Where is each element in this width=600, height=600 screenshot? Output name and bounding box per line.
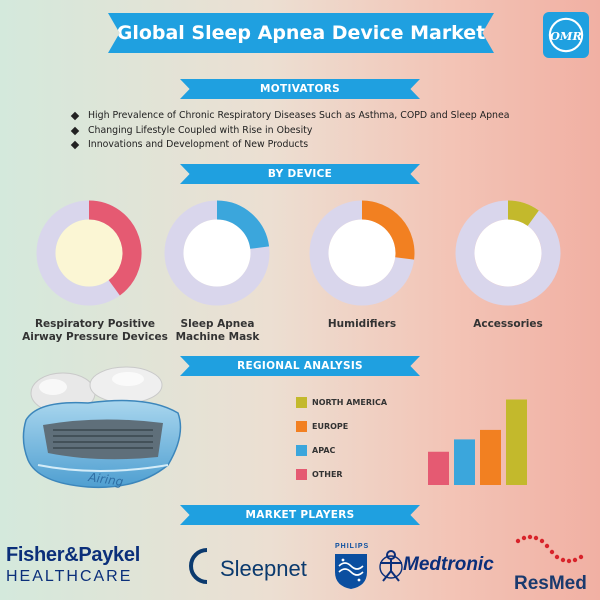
donut-segment: [88, 200, 142, 296]
device-label-mask: Sleep Apnea Machine Mask: [175, 318, 260, 343]
motivator-item: High Prevalence of Chronic Respiratory D…: [70, 109, 540, 124]
diamond-bullet-icon: [70, 140, 80, 150]
fisher-paykel-healthcare-text: HEALTHCARE: [6, 568, 133, 585]
device-label-humidifiers: Humidifiers: [327, 318, 397, 330]
legend-item-europe: EUROPE: [296, 421, 348, 432]
legend-swatch: [296, 421, 307, 432]
bar-north-america: [506, 399, 527, 485]
bar-europe: [480, 429, 501, 485]
resmed-wave-icon: [515, 534, 584, 564]
device-label-accessories: Accessories: [473, 318, 543, 330]
motivator-item: Changing Lifestyle Coupled with Rise in …: [70, 124, 540, 139]
donut-chart-accessories: [455, 200, 561, 306]
legend-swatch: [296, 397, 307, 408]
sleepnet-mark-icon: [189, 548, 208, 584]
motivator-item: Innovations and Development of New Produ…: [70, 138, 540, 153]
bar-other: [428, 451, 449, 485]
donut-chart-mask: [164, 200, 270, 306]
medtronic-logo: Medtronic: [403, 554, 494, 575]
nasal-device-image: Airing: [22, 366, 182, 489]
resmed-logo: ResMed: [514, 573, 587, 594]
donut-chart-rpap: [36, 200, 142, 306]
sleepnet-logo: Sleepnet: [220, 556, 307, 581]
by-device-banner: BY DEVICE: [180, 164, 420, 184]
motivators-list: High Prevalence of Chronic Respiratory D…: [70, 109, 540, 153]
legend-item-north-america: NORTH AMERICA: [296, 397, 387, 408]
legend-item-apac: APAC: [296, 445, 335, 456]
by-device-heading: BY DEVICE: [267, 168, 333, 180]
players-banner: MARKET PLAYERS: [180, 505, 420, 525]
donut-center: [183, 219, 251, 287]
regional-bar-chart: [428, 399, 527, 485]
title-banner: Global Sleep Apnea Device Market: [108, 13, 494, 53]
device-brand-text: Airing: [87, 470, 125, 489]
diamond-bullet-icon: [70, 126, 80, 135]
motivators-banner: MOTIVATORS: [180, 79, 420, 99]
bar-apac: [454, 439, 475, 485]
philips-shield-icon: [335, 554, 367, 589]
donut-segment: [361, 200, 415, 260]
omr-logo: OMR: [543, 12, 589, 58]
medtronic-figure-icon: [379, 550, 403, 582]
regional-banner: REGIONAL ANALYSIS: [180, 356, 420, 376]
diamond-bullet-icon: [70, 111, 80, 121]
donut-chart-humidifiers: [309, 200, 415, 306]
fisher-paykel-logo: Fisher&Paykel: [6, 544, 140, 566]
page-title: Global Sleep Apnea Device Market: [116, 22, 486, 44]
omr-logo-text: OMR: [550, 29, 582, 43]
donut-center: [328, 219, 396, 287]
donut-segment: [216, 200, 270, 250]
legend-item-other: OTHER: [296, 469, 343, 480]
legend-swatch: [296, 445, 307, 456]
donut-segment: [507, 200, 539, 227]
legend-swatch: [296, 469, 307, 480]
donut-center: [55, 219, 123, 287]
philips-wordmark: PHILIPS: [335, 543, 370, 550]
device-label-rpap: Respiratory Positive Airway Pressure Dev…: [22, 318, 168, 343]
motivators-heading: MOTIVATORS: [260, 83, 340, 95]
donut-center: [474, 219, 542, 287]
regional-heading: REGIONAL ANALYSIS: [237, 360, 363, 372]
players-heading: MARKET PLAYERS: [245, 509, 355, 521]
